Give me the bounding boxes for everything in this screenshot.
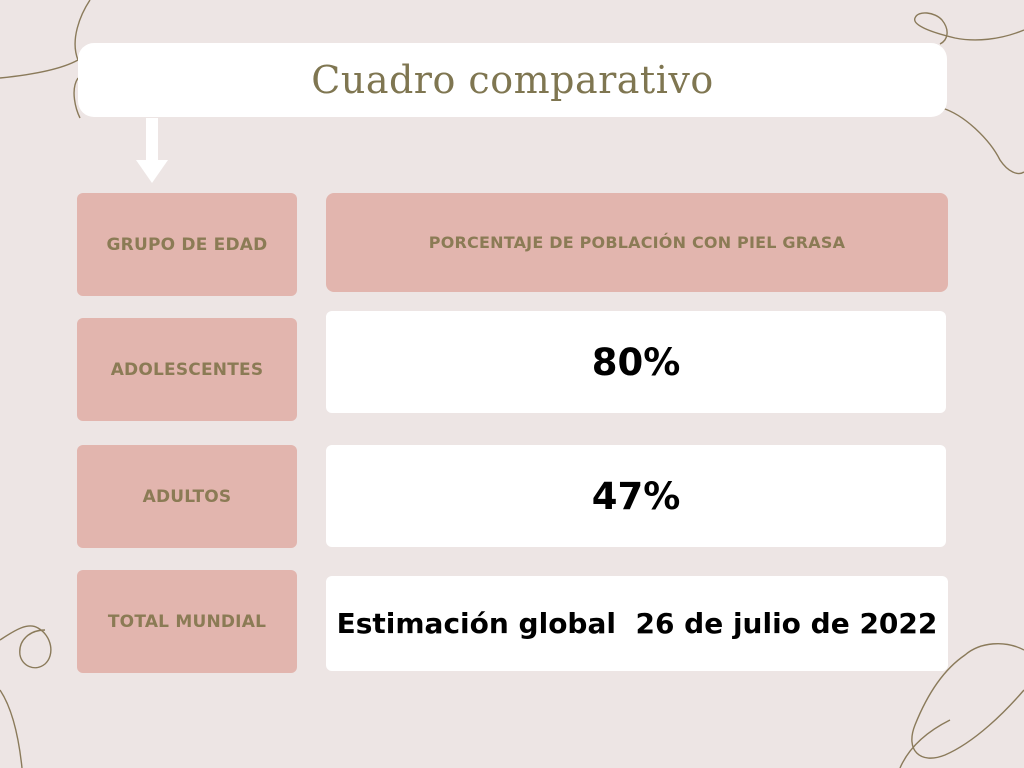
header-value-label: PORCENTAJE DE POBLACIÓN CON PIEL GRASA: [428, 233, 846, 252]
down-arrow-icon: [136, 118, 168, 183]
bottom-right-loop: [899, 642, 1024, 768]
row-group-label: TOTAL MUNDIAL: [107, 611, 267, 632]
row-group-cell: TOTAL MUNDIAL: [77, 570, 297, 673]
title-banner: Cuadro comparativo: [78, 43, 947, 117]
row-value: 47%: [591, 474, 681, 518]
top-right-loop: [914, 12, 1024, 45]
row-value-cell: 80%: [326, 311, 946, 413]
row-value: 80%: [591, 340, 681, 384]
row-value-cell: 47%: [326, 445, 946, 547]
right-curve: [941, 107, 1024, 175]
row-group-label: ADOLESCENTES: [110, 359, 264, 380]
bottom-left-loop: [0, 625, 52, 768]
header-group-label: GRUPO DE EDAD: [106, 234, 268, 255]
top-left-curve: [0, 0, 91, 119]
page-title: Cuadro comparativo: [311, 58, 714, 102]
row-value: Estimación global 26 de julio de 2022: [336, 607, 938, 640]
row-group-label: ADULTOS: [142, 486, 232, 507]
row-group-cell: ADULTOS: [77, 445, 297, 548]
row-value-cell: Estimación global 26 de julio de 2022: [326, 576, 948, 671]
header-value-cell: PORCENTAJE DE POBLACIÓN CON PIEL GRASA: [326, 193, 948, 292]
row-group-cell: ADOLESCENTES: [77, 318, 297, 421]
header-group-cell: GRUPO DE EDAD: [77, 193, 297, 296]
